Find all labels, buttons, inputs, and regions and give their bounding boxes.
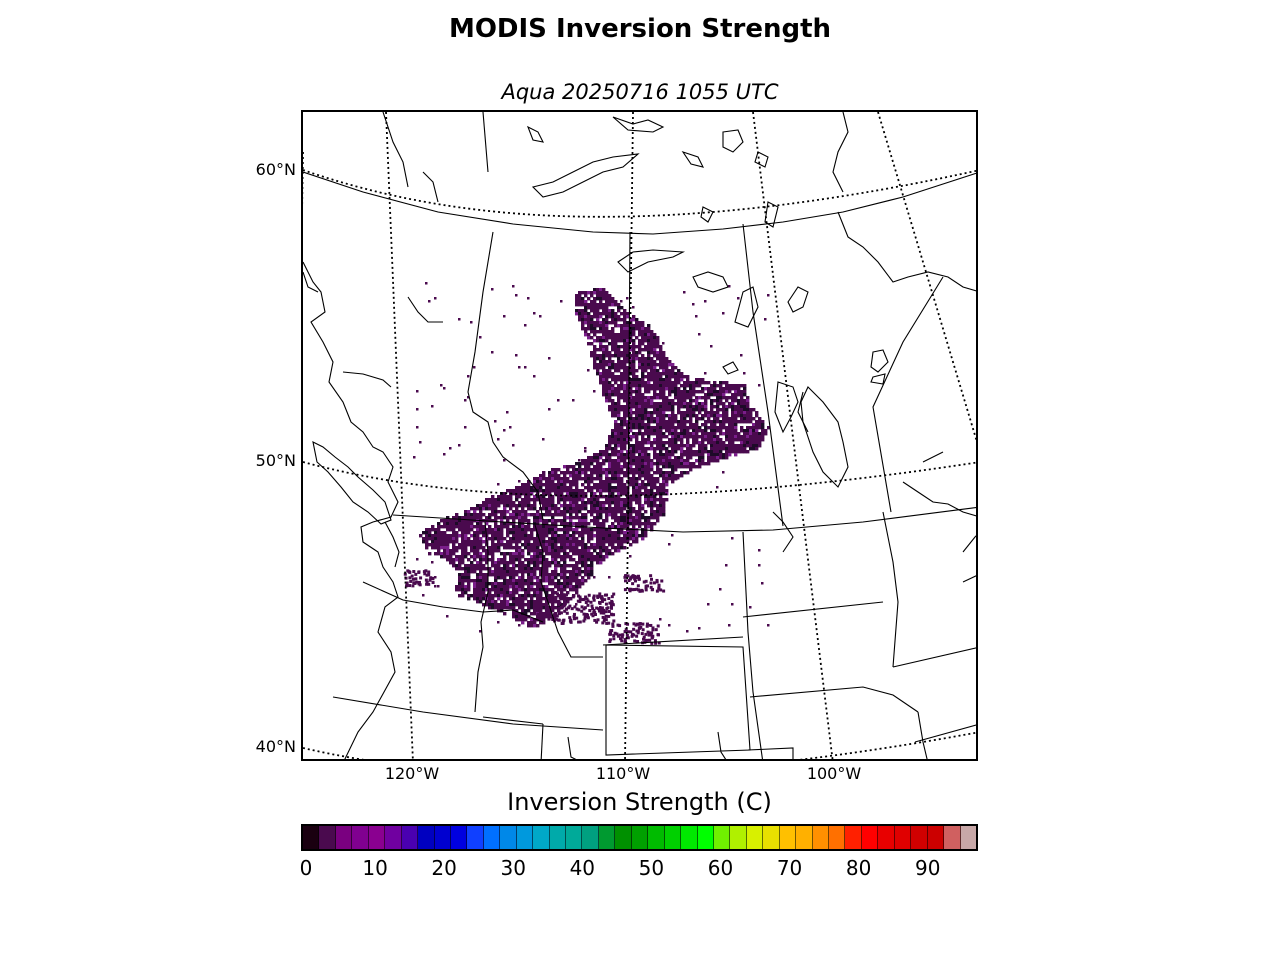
dakota-border [742, 531, 763, 759]
colorbar-segment [516, 826, 534, 849]
mn-west-border [882, 511, 899, 668]
colorbar-segment [418, 826, 435, 849]
idaho-west-border [474, 521, 489, 713]
graticule [303, 112, 976, 759]
colorbar-segment [681, 826, 698, 849]
colorbar-tick-label: 40 [569, 856, 596, 880]
meridian-90w [877, 112, 976, 442]
meridian-110w [624, 112, 634, 759]
colorbar-segment [483, 826, 501, 849]
colorbar-segment [927, 826, 945, 849]
pacific-coastline [303, 261, 399, 759]
ia-border [917, 711, 928, 759]
colorbar-segment [713, 826, 731, 849]
parallel-50n [303, 461, 976, 497]
colorbar-segment [730, 826, 747, 849]
idaho-montana-border [534, 524, 603, 658]
colorbar-tick-label: 30 [500, 856, 526, 880]
mn-south-border [892, 647, 976, 668]
colorbar-segment [894, 826, 912, 849]
lake-winnipeg [800, 386, 849, 488]
meridian-100w [752, 112, 834, 759]
lon-label-120w: 120°W [384, 764, 440, 783]
meridian-120w [385, 112, 414, 759]
nd-sd-border [742, 601, 884, 618]
colorbar-segment [878, 826, 895, 849]
colorbar-segment [368, 826, 386, 849]
colorbar-segment [434, 826, 451, 849]
colorbar-tick-label: 50 [638, 856, 665, 880]
us-canada-border [392, 506, 976, 533]
colorbar-segment [861, 826, 879, 849]
boundaries-layer [303, 112, 976, 759]
colorbar-segment [829, 826, 846, 849]
colorbar-segment [763, 826, 780, 849]
inversion-data-field [403, 282, 771, 645]
colorbar-segment [385, 826, 402, 849]
vancouver-island [312, 441, 392, 525]
wa-or-border [362, 581, 544, 623]
map-panel [301, 110, 978, 761]
colorbar-tick-label: 10 [362, 856, 388, 880]
lat-label-40n: 40°N [255, 737, 296, 756]
colorbar-segment [598, 826, 616, 849]
colorbar-segment [582, 826, 599, 849]
colorbar-segment [796, 826, 813, 849]
colorbar-segment [303, 826, 320, 849]
colorbar-segment [944, 826, 961, 849]
colorbar-segment [549, 826, 566, 849]
colorbar-tick-label: 90 [915, 856, 941, 880]
colorbar-segment [746, 826, 764, 849]
map-canvas [303, 112, 976, 759]
nevada-idaho-border [482, 716, 544, 725]
great-slave-lake [531, 153, 640, 198]
colorbar-segment [960, 826, 976, 849]
sask-manitoba-border [742, 223, 784, 527]
colorbar-segment [319, 826, 336, 849]
colorbar-segment [352, 826, 369, 849]
colorbar-segment [566, 826, 583, 849]
parallel-60n [303, 169, 976, 218]
bc-alberta-border [467, 231, 544, 521]
colorbar-segment [401, 826, 419, 849]
colorbar-segment [911, 826, 928, 849]
lake-athabasca [617, 249, 686, 273]
or-ca-border [332, 696, 604, 731]
colorbar-segment [467, 826, 484, 849]
colorbar-tick-label: 0 [299, 856, 313, 880]
colorbar-segment [615, 826, 632, 849]
colorbar-segment [500, 826, 517, 849]
wyoming-border [605, 644, 751, 756]
lon-label-110w: 110°W [595, 764, 651, 783]
lon-label-100w: 100°W [806, 764, 862, 783]
colorbar-segment [648, 826, 665, 849]
colorbar-tick-label: 20 [431, 856, 457, 880]
colorbar-segment [812, 826, 829, 849]
colorbar-segment [697, 826, 714, 849]
colorbar-segment [779, 826, 797, 849]
colorbar-label: Inversion Strength (C) [507, 788, 772, 816]
colorbar-segment [631, 826, 649, 849]
colorbar-tick-label: 60 [707, 856, 734, 880]
colorbar-segment [845, 826, 862, 849]
manitoba-ontario-border [872, 276, 944, 513]
colorbar-tick-label: 80 [845, 856, 872, 880]
colorbar-segment [335, 826, 353, 849]
lat-label-50n: 50°N [255, 451, 296, 470]
colorbar-segment [664, 826, 682, 849]
colorbar [301, 824, 978, 851]
parallel-40n [303, 731, 976, 759]
colorbar-segment [450, 826, 468, 849]
lat-label-60n: 60°N [255, 160, 296, 179]
chart-subtitle: Aqua 20250716 1055 UTC [501, 80, 779, 104]
border-60n [303, 171, 976, 235]
utah-border [540, 723, 544, 759]
chart-title: MODIS Inversion Strength [448, 14, 832, 44]
colorbar-segment [533, 826, 550, 849]
colorbar-tick-label: 70 [776, 856, 803, 880]
sd-ne-border [749, 686, 919, 713]
